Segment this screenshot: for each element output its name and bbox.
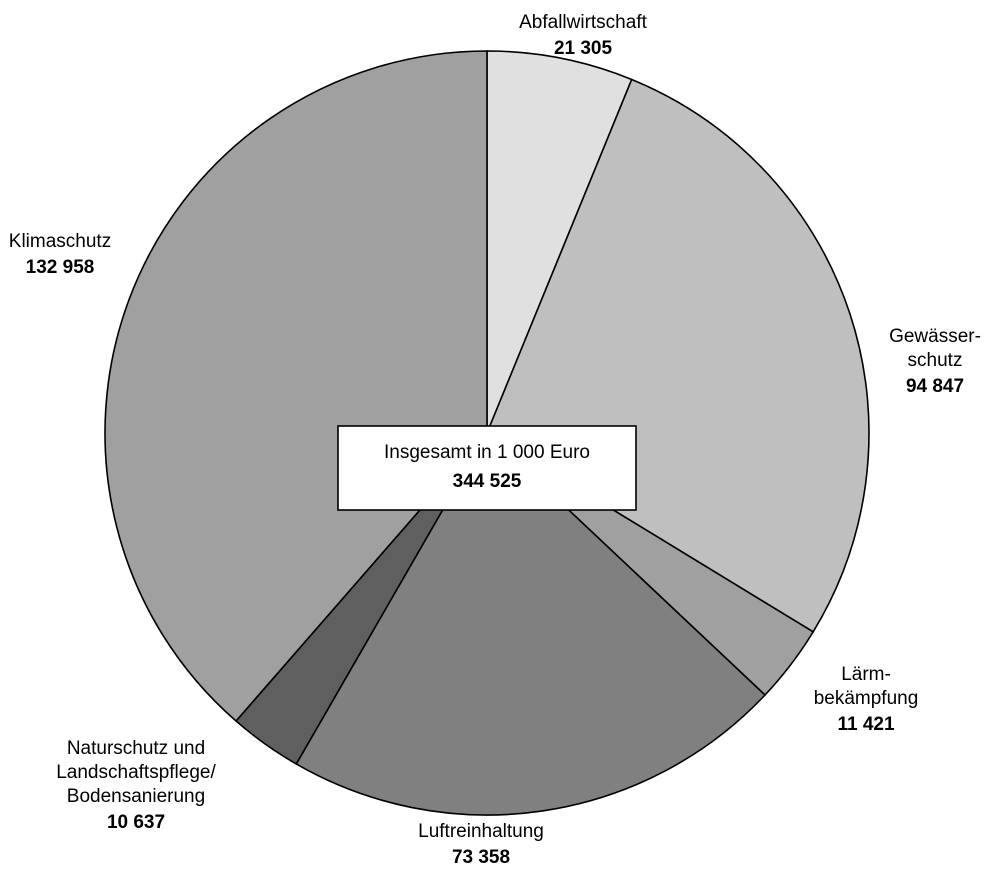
slice-label: Naturschutz und [67, 738, 205, 759]
slice-label: Abfallwirtschaft [519, 12, 647, 33]
total-box-frame [337, 425, 637, 511]
slice-label: Luftreinhaltung [418, 821, 544, 842]
slice-label: Lärm- [841, 664, 891, 685]
pie-labels: Abfallwirtschaft 21 305 Gewässer-schutz 94 … [9, 12, 981, 868]
slice-label: Gewässer- [889, 326, 981, 347]
slice-value-label: 10 637 [107, 812, 165, 833]
slice-label: bekämpfung [814, 688, 919, 709]
slice-value-label: 94 847 [906, 376, 964, 397]
slice-label: schutz [908, 350, 963, 371]
pie-slice [486, 78, 870, 633]
pie-slice [104, 50, 488, 723]
pie-slice [295, 431, 767, 816]
slice-value-label: 21 305 [554, 38, 613, 59]
pie-slice [486, 50, 633, 434]
slice-value-label: 73 358 [452, 847, 510, 868]
slice-label: Bodensanierung [67, 786, 205, 807]
slice-label: Klimaschutz [9, 231, 111, 252]
total-box: Insgesamt in 1 000 Euro 344 525 [337, 425, 637, 511]
slice-label: Landschaftspflege/ [56, 762, 216, 783]
total-value: 344 525 [453, 471, 522, 492]
slice-value-label: 132 958 [26, 257, 95, 278]
slice-value-label: 11 421 [837, 714, 894, 735]
total-label: Insgesamt in 1 000 Euro [384, 442, 590, 463]
